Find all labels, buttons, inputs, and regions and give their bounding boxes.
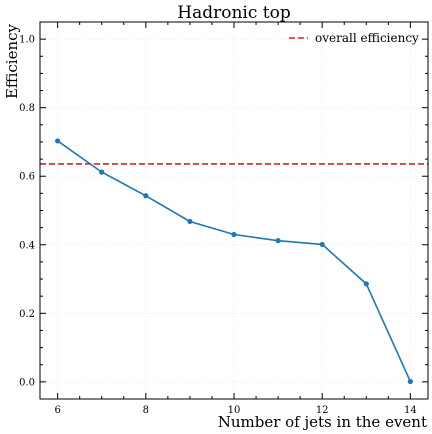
y-axis-title: Efficiency bbox=[3, 23, 21, 99]
data-series bbox=[55, 138, 413, 385]
data-point bbox=[231, 231, 237, 238]
x-tick-label: 10 bbox=[228, 405, 241, 416]
y-tick-label: 0.0 bbox=[19, 377, 35, 388]
y-tick-label: 0.6 bbox=[19, 172, 35, 183]
data-point bbox=[55, 138, 61, 144]
x-tick-label: 8 bbox=[143, 405, 149, 416]
chart-title: Hadronic top bbox=[177, 3, 291, 23]
y-tick-label: 1.0 bbox=[19, 35, 35, 46]
axis-ticks: 6 8 10 12 14 0.0 0.2 0.4 0.6 0.8 1.0 bbox=[19, 21, 428, 416]
x-tick-label: 6 bbox=[54, 405, 60, 416]
plot-background bbox=[40, 22, 428, 399]
legend: overall efficiency bbox=[289, 31, 419, 45]
x-tick-label: 12 bbox=[316, 405, 329, 416]
data-point bbox=[187, 218, 193, 225]
legend-label-overall-efficiency: overall efficiency bbox=[315, 31, 419, 45]
data-point bbox=[275, 238, 281, 244]
y-tick-label: 0.8 bbox=[19, 103, 35, 114]
y-tick-label: 0.4 bbox=[19, 240, 35, 251]
data-point bbox=[407, 378, 413, 385]
data-point bbox=[363, 281, 369, 287]
y-tick-label: 0.2 bbox=[19, 309, 35, 320]
data-point bbox=[99, 169, 105, 175]
x-tick-label: 14 bbox=[404, 405, 417, 416]
data-point bbox=[143, 193, 149, 199]
data-point bbox=[319, 241, 325, 248]
x-axis-title: Number of jets in the event bbox=[218, 413, 427, 431]
